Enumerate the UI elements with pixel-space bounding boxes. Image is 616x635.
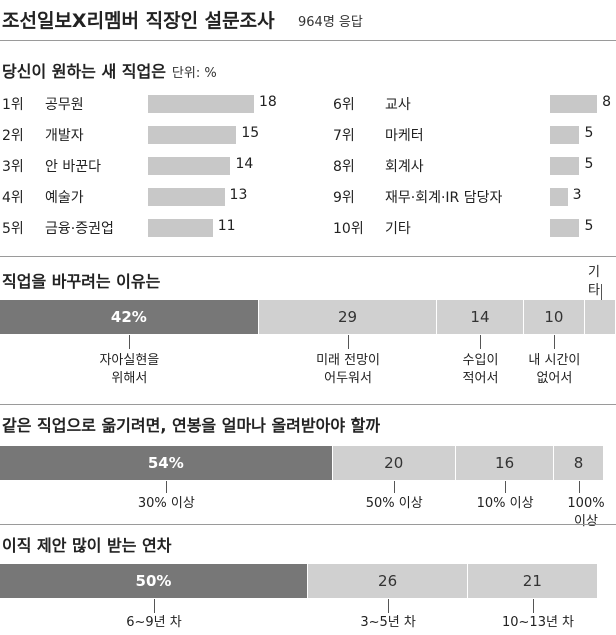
value-label: 5 bbox=[584, 156, 594, 172]
segment-value-label: 29 bbox=[337, 308, 358, 326]
category-label: 100% 이상 bbox=[567, 496, 605, 529]
chart-title-salary: 같은 직업으로 옮기려면, 연봉을 얼마나 올려받아야 할까 bbox=[2, 416, 381, 435]
stacked-segment: 10 bbox=[523, 300, 586, 334]
job-label: 회계사 bbox=[385, 159, 424, 175]
value-label: 13 bbox=[229, 187, 248, 203]
segment-value-label: 14 bbox=[470, 308, 490, 326]
leader-line bbox=[394, 481, 396, 493]
value-bar bbox=[148, 219, 213, 237]
stacked-segment: 54% bbox=[0, 446, 333, 480]
respondent-count: 964명 응답 bbox=[298, 15, 363, 30]
job-label: 공무원 bbox=[45, 97, 84, 113]
stacked-segment: 26 bbox=[308, 564, 469, 598]
leader-line bbox=[600, 284, 602, 300]
segment-value-label: 20 bbox=[384, 454, 404, 472]
value-label: 15 bbox=[241, 125, 260, 141]
leader-line bbox=[579, 481, 581, 493]
value-label: 8 bbox=[602, 94, 612, 110]
segment-value-label: 54% bbox=[147, 454, 184, 472]
category-label: 50% 이상 bbox=[365, 496, 423, 511]
value-bar bbox=[148, 126, 237, 144]
value-bar bbox=[550, 126, 580, 144]
value-label: 3 bbox=[572, 187, 582, 203]
stacked-segment: 50% bbox=[0, 564, 308, 598]
leader-line bbox=[129, 335, 131, 349]
leader-line bbox=[166, 481, 168, 493]
segment-value-label: 42% bbox=[110, 308, 147, 326]
segment-value-label: 21 bbox=[522, 572, 542, 590]
category-label: 수입이 적어서 bbox=[462, 353, 499, 386]
leader-line bbox=[154, 599, 155, 613]
stacked-segment: 14 bbox=[437, 300, 524, 334]
value-bar bbox=[550, 219, 580, 237]
divider bbox=[0, 524, 616, 525]
category-label: 30% 이상 bbox=[137, 496, 195, 511]
category-label: 미래 전망이 어두워서 bbox=[316, 353, 380, 386]
chart-title-career-years: 이직 제안 많이 받는 연차 bbox=[2, 536, 172, 555]
value-bar bbox=[550, 157, 580, 175]
divider bbox=[0, 404, 616, 405]
value-label: 18 bbox=[259, 94, 277, 110]
value-label: 5 bbox=[584, 125, 594, 141]
segment-value-label: 16 bbox=[495, 454, 515, 472]
rank-label: 2위 bbox=[2, 128, 24, 144]
leader-line bbox=[505, 481, 507, 493]
segment-value-label: 26 bbox=[378, 572, 398, 590]
job-label: 금융·증권업 bbox=[45, 221, 114, 237]
value-bar bbox=[148, 188, 225, 206]
rank-label: 3위 bbox=[2, 159, 24, 175]
leader-line bbox=[480, 335, 482, 349]
job-label: 개발자 bbox=[45, 128, 84, 144]
stacked-segment: 16 bbox=[455, 446, 555, 480]
leader-line bbox=[348, 335, 350, 349]
category-label: 자아실현을 위해서 bbox=[99, 353, 160, 386]
value-bar bbox=[550, 95, 598, 113]
job-label: 재무·회계·IR 담당자 bbox=[385, 190, 503, 206]
stacked-segment: 20 bbox=[332, 446, 456, 480]
rank-label: 8위 bbox=[333, 159, 355, 175]
rank-label: 6위 bbox=[333, 97, 355, 113]
value-bar bbox=[148, 157, 231, 175]
segment-value-label: 10 bbox=[544, 308, 564, 326]
category-label: 내 시간이 없어서 bbox=[528, 353, 581, 386]
rank-label: 10위 bbox=[333, 221, 364, 237]
category-label: 기타 bbox=[588, 265, 600, 298]
divider bbox=[0, 40, 616, 41]
page-title: 조선일보X리멤버 직장인 설문조사 bbox=[2, 10, 275, 32]
stacked-segment: 21 bbox=[468, 564, 598, 598]
chart-title-reason: 직업을 바꾸려는 이유는 bbox=[2, 272, 161, 291]
value-label: 11 bbox=[217, 218, 236, 234]
value-label: 5 bbox=[584, 218, 594, 234]
stacked-segment bbox=[585, 300, 616, 334]
segment-value-label: 8 bbox=[573, 454, 584, 472]
job-label: 안 바꾼다 bbox=[45, 159, 101, 175]
category-label: 3~5년 차 bbox=[360, 615, 416, 630]
leader-line bbox=[554, 335, 556, 349]
category-label: 6~9년 차 bbox=[126, 615, 182, 630]
stacked-segment: 8 bbox=[554, 446, 604, 480]
value-bar bbox=[550, 188, 568, 206]
rank-label: 1위 bbox=[2, 97, 24, 113]
category-label: 10~13년 차 bbox=[501, 615, 575, 630]
leader-line bbox=[532, 599, 534, 613]
stacked-segment: 42% bbox=[0, 300, 259, 334]
unit-label: 단위: % bbox=[171, 66, 217, 81]
job-label: 마케터 bbox=[385, 128, 424, 144]
value-label: 14 bbox=[235, 156, 254, 172]
value-bar bbox=[148, 95, 254, 113]
leader-line bbox=[388, 599, 390, 613]
rank-label: 5위 bbox=[2, 221, 24, 237]
job-label: 예술가 bbox=[45, 190, 84, 206]
job-label: 교사 bbox=[385, 97, 411, 113]
stacked-segment: 29 bbox=[258, 300, 438, 334]
chart-title-new-job: 당신이 원하는 새 직업은 단위: % bbox=[2, 62, 217, 81]
rank-label: 4위 bbox=[2, 190, 24, 206]
category-label: 10% 이상 bbox=[476, 496, 534, 511]
segment-value-label: 50% bbox=[135, 572, 172, 590]
rank-label: 9위 bbox=[333, 190, 355, 206]
rank-label: 7위 bbox=[333, 128, 355, 144]
divider bbox=[0, 256, 616, 257]
job-label: 기타 bbox=[385, 221, 411, 237]
